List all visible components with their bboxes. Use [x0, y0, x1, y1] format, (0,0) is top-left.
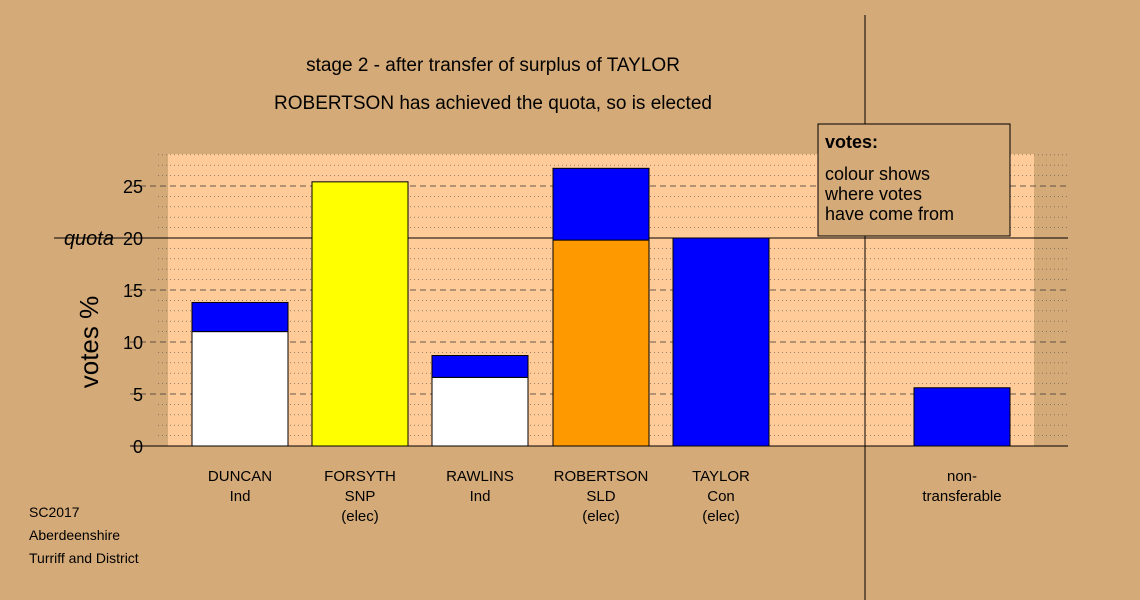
candidate-label: (elec) — [702, 508, 740, 525]
candidate-label: Ind — [230, 488, 251, 505]
bar-segment — [191, 331, 289, 447]
legend-heading: votes: — [825, 132, 878, 152]
candidate-label: SNP — [345, 488, 376, 505]
y-tick-label: 5 — [133, 385, 143, 405]
chart-title: stage 2 - after transfer of surplus of T… — [306, 55, 680, 76]
candidate-label: Ind — [470, 488, 491, 505]
legend-box — [817, 123, 1011, 237]
bar-segment — [431, 355, 529, 378]
bar-segment — [552, 167, 650, 241]
candidate-label: FORSYTH — [324, 468, 396, 485]
source-line: Turriff and District — [29, 550, 139, 566]
candidate-labels: DUNCAN Ind FORSYTH SNP (elec) RAWLINS Ind ROBER… — [208, 468, 1002, 525]
candidate-label: TAYLOR — [692, 468, 750, 485]
candidate-label: RAWLINS — [446, 468, 514, 485]
y-tick-label: 15 — [123, 281, 143, 301]
nontransferable-label: transferable — [922, 488, 1001, 505]
y-tick-label: 10 — [123, 333, 143, 353]
legend-line: where votes — [824, 184, 922, 204]
candidate-label: ROBERTSON — [554, 468, 649, 485]
source-line: SC2017 — [29, 504, 80, 520]
candidate-label: (elec) — [341, 508, 379, 525]
bar-segment — [552, 239, 650, 447]
candidate-label: DUNCAN — [208, 468, 272, 485]
bar-segment — [913, 387, 1011, 447]
source-note: SC2017 Aberdeenshire Turriff and Distric… — [29, 504, 139, 566]
source-line: Aberdeenshire — [29, 527, 120, 543]
y-tick-label: 25 — [123, 177, 143, 197]
quota-label: quota — [64, 228, 114, 250]
y-tick-label: 0 — [133, 437, 143, 457]
bar-segment — [191, 301, 289, 333]
y-axis: 0 5 10 15 20 25 — [123, 177, 143, 457]
candidate-label: Con — [707, 488, 735, 505]
nontransferable-label: non- — [947, 468, 977, 485]
bar-segment — [672, 237, 770, 447]
chart-subtitle: ROBERTSON has achieved the quota, so is … — [274, 93, 712, 114]
legend: votes: colour shows where votes have com… — [817, 123, 1011, 237]
y-axis-label: votes % — [74, 296, 104, 389]
candidate-label: SLD — [586, 488, 615, 505]
bars — [191, 167, 1011, 447]
legend-line: colour shows — [825, 164, 930, 184]
bar-segment — [311, 181, 409, 447]
candidate-label: (elec) — [582, 508, 620, 525]
y-tick-label: 20 — [123, 229, 143, 249]
bar-segment — [431, 376, 529, 447]
legend-line: have come from — [825, 204, 954, 224]
